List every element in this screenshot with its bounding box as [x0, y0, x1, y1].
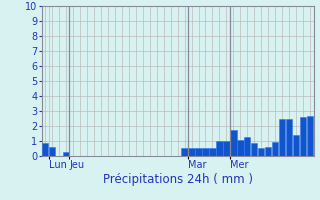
Bar [42, 142, 48, 156]
Bar [293, 135, 299, 156]
Bar [286, 118, 292, 156]
Bar [258, 148, 264, 156]
Bar [196, 148, 202, 156]
Bar [202, 148, 209, 156]
Bar [265, 147, 271, 156]
Bar [279, 119, 285, 156]
Bar [251, 142, 258, 156]
Bar [300, 117, 306, 156]
Bar [63, 152, 69, 156]
Bar [223, 141, 229, 156]
Bar [272, 142, 278, 156]
Bar [307, 116, 313, 156]
Bar [209, 148, 216, 156]
Bar [230, 130, 236, 156]
Bar [49, 147, 55, 156]
Bar [188, 148, 195, 156]
Bar [237, 140, 244, 156]
Bar [181, 148, 188, 156]
X-axis label: Précipitations 24h ( mm ): Précipitations 24h ( mm ) [103, 173, 252, 186]
Bar [216, 141, 223, 156]
Bar [244, 137, 251, 156]
